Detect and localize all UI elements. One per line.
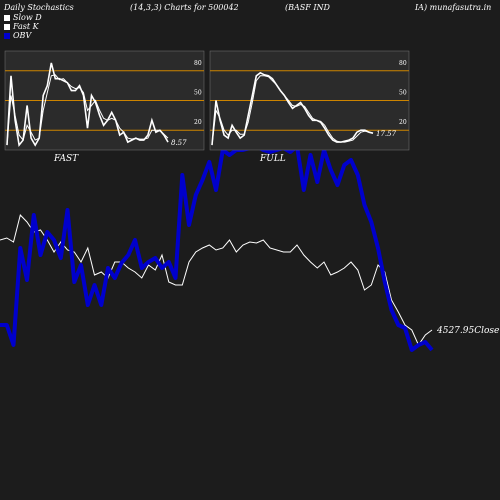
- full-fast-k-line: [211, 71, 374, 146]
- fast-level-label-80: 80: [194, 60, 202, 67]
- fast-fast-k-line: [6, 62, 169, 148]
- site-name: IA) munafasutra.in: [415, 3, 492, 12]
- chart-title: Daily Stochastics: [4, 3, 74, 12]
- fast-stochastic-panel: 80 50 20 8.57 FAST: [4, 50, 205, 164]
- legend-swatch-slow-d: [4, 14, 10, 21]
- fast-last-value-label: 8.57: [171, 139, 187, 147]
- full-level-label-50: 50: [399, 90, 407, 97]
- legend-item-obv: OBV: [4, 31, 42, 40]
- full-last-value-label: 17.57: [376, 130, 397, 138]
- legend-label-slow-d: Slow D: [13, 13, 42, 22]
- legend-swatch-fast-k: [4, 23, 10, 30]
- fast-level-label-20: 20: [194, 119, 202, 126]
- legend-item-fast-k: Fast K: [4, 22, 42, 31]
- legend-label-obv: OBV: [13, 31, 32, 40]
- full-panel-title: FULL: [259, 154, 286, 164]
- company-name: (BASF IND: [285, 3, 330, 12]
- legend-item-slow-d: Slow D: [4, 13, 42, 22]
- full-level-label-80: 80: [399, 60, 407, 67]
- full-slow-d-line: [211, 75, 374, 146]
- last-close-label: 4527.95Close: [436, 326, 499, 336]
- fast-level-label-50: 50: [194, 90, 202, 97]
- fast-slow-d-line: [6, 74, 169, 146]
- legend: Slow D Fast K OBV: [4, 13, 42, 40]
- legend-swatch-obv: [4, 32, 10, 39]
- legend-label-fast-k: Fast K: [13, 22, 39, 31]
- full-level-label-20: 20: [399, 119, 407, 126]
- obv-line: [0, 144, 434, 352]
- fast-panel-title: FAST: [53, 154, 79, 164]
- main-chart: 4527.95Close: [0, 144, 499, 352]
- chart-params: (14,3,3) Charts for 500042: [130, 3, 239, 12]
